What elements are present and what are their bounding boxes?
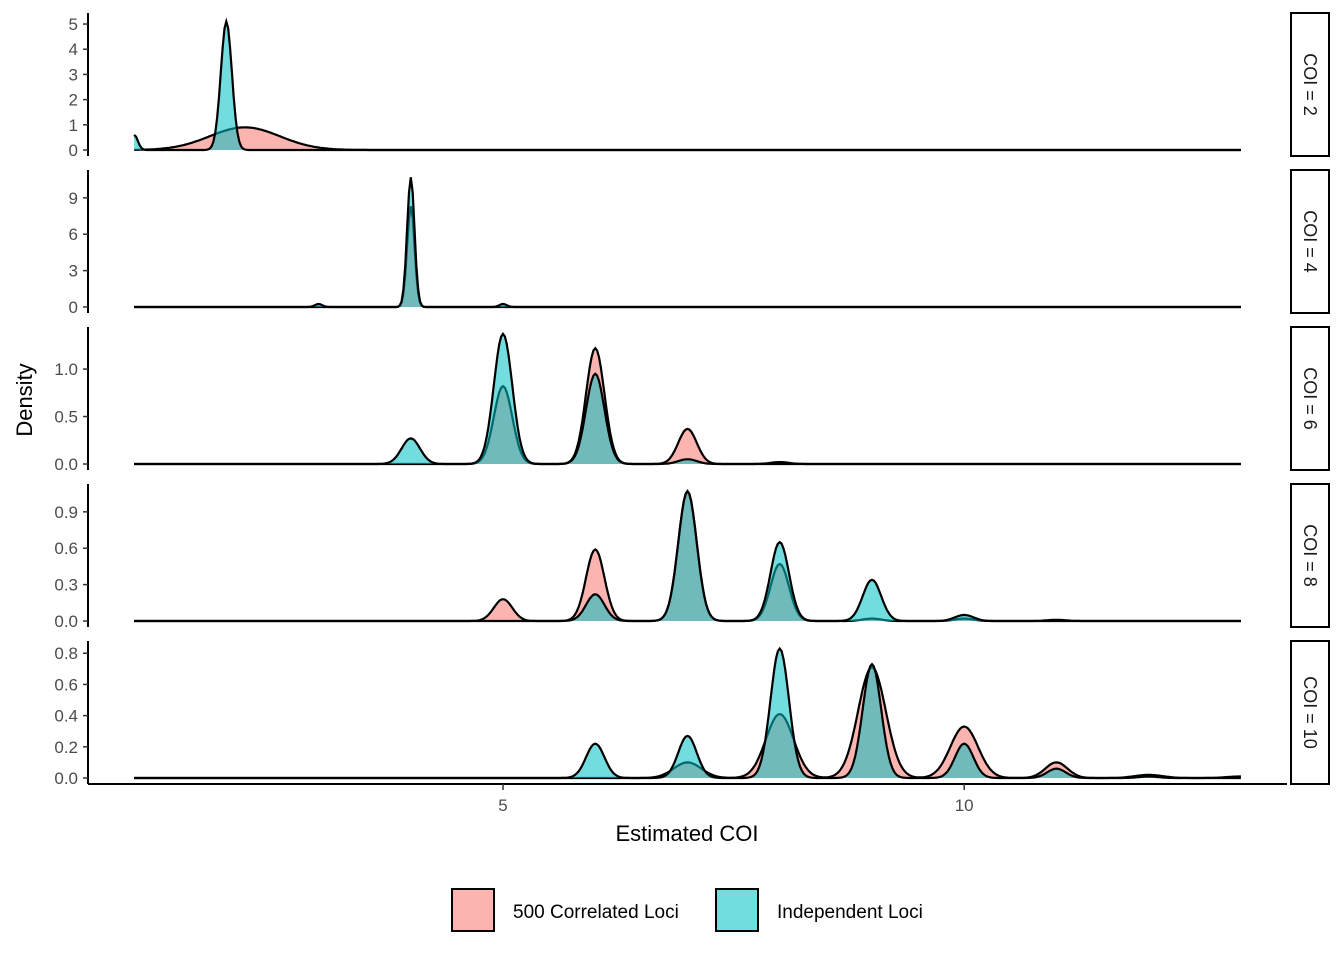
y-tick-label: 0.0 (54, 455, 78, 474)
y-tick-label: 0 (69, 141, 78, 160)
y-tick-label: 1 (69, 116, 78, 135)
y-tick-label: 0.6 (54, 539, 78, 558)
y-tick-label: 6 (69, 225, 78, 244)
facet-panel: 0.0 0.3 0.6 0.9 COI = 8 (54, 483, 1330, 631)
y-tick-label: 0.0 (54, 612, 78, 631)
density-area (134, 177, 1241, 307)
legend-label: 500 Correlated Loci (513, 902, 679, 923)
x-tick-label: 5 (498, 796, 507, 815)
density-line (134, 646, 1241, 780)
density-area (134, 491, 1241, 621)
density-area (134, 648, 1241, 778)
facet-panel: 0.0 0.5 1.0 COI = 6 (54, 326, 1330, 474)
y-tick-label: 0.9 (54, 503, 78, 522)
y-tick-label: 0.0 (54, 769, 78, 788)
y-tick-label: 0 (69, 298, 78, 317)
y-tick-label: 2 (69, 91, 78, 110)
x-axis: 5 10 (88, 783, 1287, 815)
y-tick-label: 5 (69, 15, 78, 34)
density-area (134, 127, 1241, 150)
facet-strip (1290, 169, 1330, 314)
density-area (134, 21, 1241, 150)
density-line (133, 17, 1241, 152)
density-area (134, 206, 1241, 307)
density-line (134, 206, 1241, 309)
facet-strip (1290, 483, 1330, 628)
density-area (134, 348, 1241, 464)
y-tick-label: 4 (69, 40, 78, 59)
y-tick-label: 0.2 (54, 738, 78, 757)
facet-panel: 0 3 6 9 COI = 4 (69, 169, 1330, 317)
y-tick-label: 0.6 (54, 675, 78, 694)
density-line (134, 489, 1241, 623)
y-tick-label: 0.8 (54, 644, 78, 663)
facet-strip (1290, 326, 1330, 471)
legend-swatch (715, 888, 759, 932)
density-line (134, 177, 1241, 309)
facet-strip (1290, 640, 1330, 785)
facet-strip-label: COI = 4 (1300, 210, 1320, 273)
x-tick-label: 10 (955, 796, 974, 815)
y-tick-label: 3 (69, 65, 78, 84)
y-axis-title: Density (12, 363, 37, 436)
facet-strip-label: COI = 6 (1300, 367, 1320, 430)
y-tick-label: 0.5 (54, 408, 78, 427)
y-tick-label: 0.4 (54, 707, 78, 726)
legend-label: Independent Loci (777, 902, 923, 923)
facet-strip-label: COI = 10 (1300, 676, 1320, 749)
facet-panel: 0 1 2 3 4 5 COI = 2 (69, 12, 1330, 160)
y-tick-label: 1.0 (54, 360, 78, 379)
facet-panel: 0.0 0.2 0.4 0.6 0.8 COI = 10 (54, 640, 1330, 788)
facet-strip (1290, 12, 1330, 157)
y-tick-label: 9 (69, 189, 78, 208)
y-tick-label: 0.3 (54, 576, 78, 595)
density-line (134, 332, 1241, 466)
facet-panels: 0 1 2 3 4 5 COI = 2 0 3 6 9 COI = 4 0.0 0.5 1.0 COI = 6… (54, 12, 1330, 788)
x-axis-title: Estimated COI (615, 821, 758, 846)
facet-strip-label: COI = 8 (1300, 524, 1320, 587)
legend-swatch (451, 888, 495, 932)
facet-strip-label: COI = 2 (1300, 53, 1320, 116)
y-tick-label: 3 (69, 262, 78, 281)
legend: 500 Correlated Loci Independent Loci (451, 888, 923, 932)
